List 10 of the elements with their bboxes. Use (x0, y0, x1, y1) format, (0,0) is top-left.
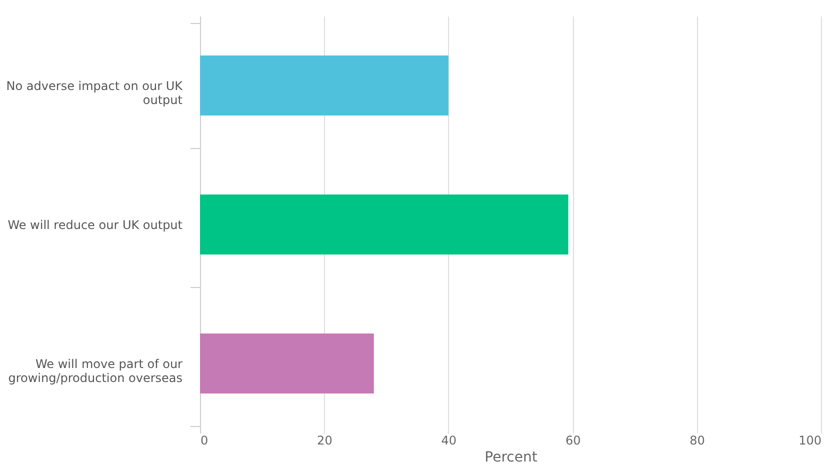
x-tick-label: 80 (690, 434, 705, 448)
x-tick-label: 100 (798, 434, 822, 448)
y-tick-label: We will reduce our UK output (8, 218, 183, 232)
x-tick-label: 20 (317, 434, 332, 448)
y-tick-label: We will move part of our growing/production overseas (8, 357, 183, 385)
x-tick-label: 60 (565, 434, 581, 448)
x-tick-label: 40 (441, 434, 457, 448)
x-tick-label: 0 (200, 434, 208, 448)
y-tick-label: No adverse impact on our UK output (6, 79, 184, 107)
x-axis-title: Percent (484, 450, 538, 466)
